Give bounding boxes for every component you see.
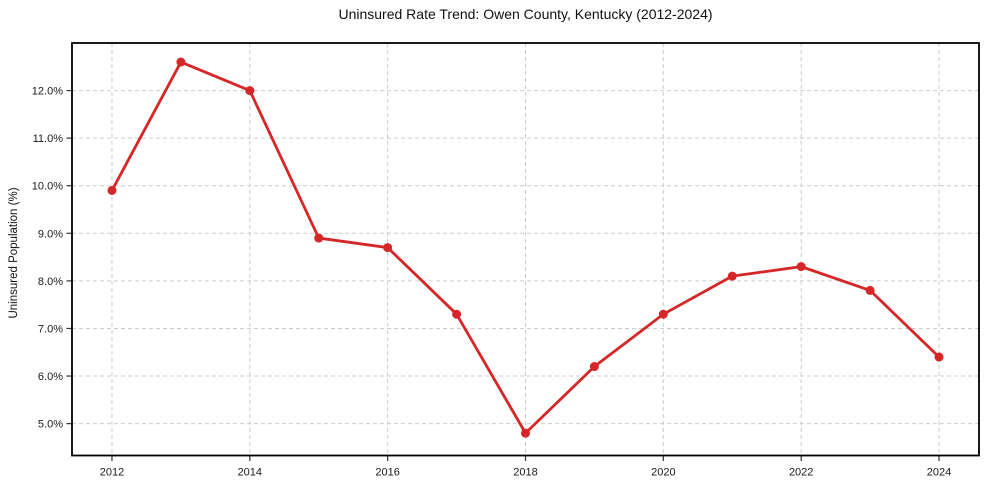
y-tick-label: 12.0% [32,86,63,98]
y-tick-label: 6.0% [38,371,63,383]
data-point [796,262,806,272]
chart-title: Uninsured Rate Trend: Owen County, Kentu… [338,6,713,22]
data-point [865,285,875,295]
x-tick-label: 2020 [651,467,675,479]
x-tick-label: 2016 [375,467,399,479]
data-point [658,309,668,319]
x-tick-label: 2012 [100,467,124,479]
data-point [245,86,255,96]
y-tick-label: 11.0% [33,133,64,145]
data-point [383,243,393,253]
data-point [176,57,186,67]
axes-spines [71,42,980,457]
y-tick-label: 10.0% [32,181,63,193]
data-point [452,309,462,319]
y-tick-label: 9.0% [38,228,63,240]
x-tick-label: 2018 [513,467,537,479]
data-point [521,428,530,438]
data-point [934,352,944,362]
x-tick-label: 2024 [927,467,951,479]
x-tick-label: 2022 [789,467,813,479]
x-tick-label: 2014 [238,467,262,479]
y-tick-label: 8.0% [38,276,63,288]
data-point [107,185,117,195]
data-point [589,362,599,372]
data-point [314,233,324,243]
y-tick-label: 5.0% [38,419,63,431]
y-tick-label: 7.0% [38,323,63,335]
data-point [727,271,737,281]
